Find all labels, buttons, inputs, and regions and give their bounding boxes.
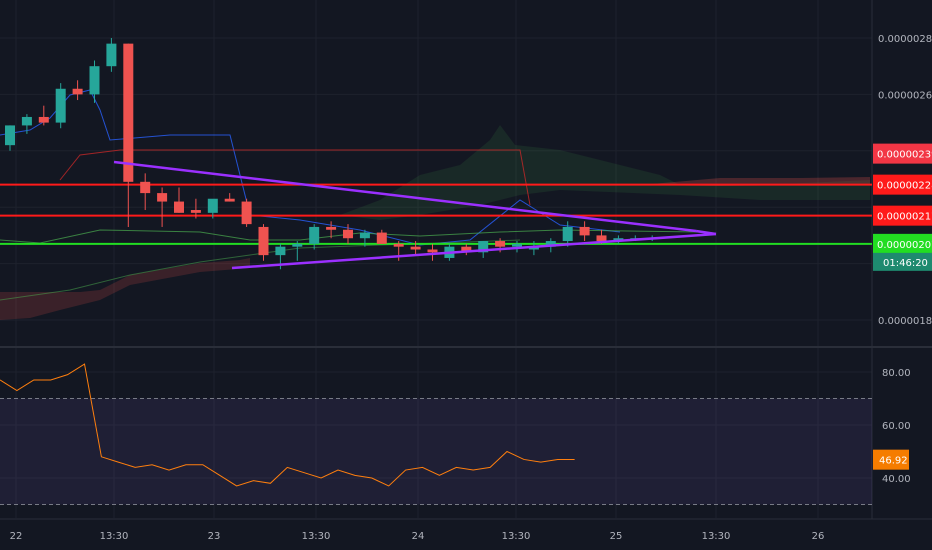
rsi-tick-label: 80.00 [882, 368, 911, 379]
rsi-tick-label: 40.00 [882, 474, 911, 485]
rsi-line [0, 363, 575, 487]
candle-body[interactable] [89, 66, 100, 95]
time-tick-label: 26 [812, 531, 825, 542]
lagging-line [0, 229, 701, 244]
candle-body[interactable] [427, 249, 438, 253]
candle-body[interactable] [157, 193, 168, 202]
triangle-upper-trendline[interactable] [113, 160, 697, 233]
time-tick-label: 13:30 [702, 531, 731, 542]
time-tick-label: 13:30 [502, 531, 531, 542]
candle-body[interactable] [224, 198, 235, 202]
candle-body[interactable] [38, 116, 49, 123]
time-tick-label: 13:30 [302, 531, 331, 542]
candle-body[interactable] [528, 246, 539, 250]
time-tick-label: 24 [412, 531, 425, 542]
countdown-tag [873, 252, 932, 271]
candle-body[interactable] [207, 198, 218, 213]
rsi-value-label: 46.92 [879, 456, 908, 467]
candle-body[interactable] [512, 243, 522, 247]
candle-body[interactable] [190, 210, 201, 213]
candle-body[interactable] [140, 181, 151, 194]
candle-body[interactable] [410, 246, 421, 250]
candle-body[interactable] [106, 43, 117, 67]
price-tag [873, 233, 932, 254]
candle-body[interactable] [376, 232, 387, 244]
price-tag-label: 0.00000207 [877, 240, 932, 251]
cloud-area-red [0, 258, 250, 320]
base-line [59, 149, 531, 206]
candle-body[interactable] [579, 226, 590, 236]
candle-body[interactable] [495, 241, 506, 247]
candle-body[interactable] [123, 43, 134, 182]
candle-body[interactable] [596, 235, 607, 242]
time-tick-label: 22 [10, 531, 23, 542]
price-tag [873, 143, 932, 164]
candle-body[interactable] [275, 246, 286, 256]
candle-body[interactable] [343, 229, 353, 239]
candle-body[interactable] [562, 226, 573, 242]
time-tick-label: 25 [610, 531, 623, 542]
candle-body[interactable] [545, 241, 556, 247]
candle-body[interactable] [241, 201, 252, 225]
candle-body[interactable] [359, 232, 370, 239]
candle-body[interactable] [21, 116, 32, 126]
price-tag-label: 0.00000228 [877, 181, 932, 192]
candle-body[interactable] [5, 125, 15, 146]
candle-body[interactable] [393, 243, 404, 247]
candle-body[interactable] [478, 241, 489, 253]
candle-body[interactable] [174, 201, 184, 213]
candle-body[interactable] [72, 88, 83, 95]
candle-body[interactable] [461, 246, 472, 253]
candle-body[interactable] [326, 226, 337, 230]
price-tag [873, 205, 932, 226]
candle-body[interactable] [55, 88, 66, 123]
candle-body[interactable] [258, 226, 269, 256]
price-tag-label: 0.00000239 [877, 150, 932, 161]
cloud-area-green [340, 125, 870, 220]
price-tag-label: 0.00000217 [877, 212, 932, 223]
rsi-tick-label: 60.00 [882, 421, 911, 432]
candle-body[interactable] [292, 243, 303, 247]
rsi-value-tag [873, 449, 909, 470]
rsi-band [0, 398, 872, 505]
countdown-label: 01:46:20 [883, 258, 928, 269]
triangle-lower-trendline[interactable] [231, 232, 717, 270]
triangle-apex[interactable] [695, 229, 717, 236]
price-tag [873, 174, 932, 195]
time-tick-label: 23 [208, 531, 221, 542]
time-tick-label: 13:30 [100, 531, 129, 542]
candle-body[interactable] [309, 226, 320, 244]
